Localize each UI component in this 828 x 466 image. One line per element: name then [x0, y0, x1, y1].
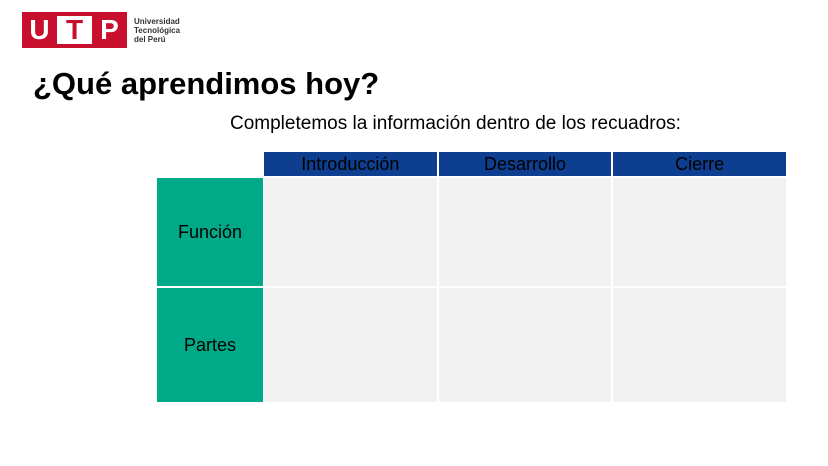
logo-letter-t: T: [57, 14, 92, 45]
row-label-partes: Partes: [157, 288, 263, 402]
logo-line-3: del Perú: [134, 34, 166, 44]
table-header-row: Introducción Desarrollo Cierre: [264, 152, 787, 176]
row-label-funcion: Función: [157, 178, 263, 286]
cell-funcion-introduccion[interactable]: [264, 178, 437, 286]
cell-funcion-cierre[interactable]: [613, 178, 787, 286]
logo-line-1: Universidad: [134, 16, 180, 26]
logo-line-2: Tecnológica: [134, 25, 181, 35]
slide-subtitle: Completemos la información dentro de los…: [230, 113, 681, 134]
column-header-introduccion: Introducción: [264, 152, 439, 176]
cell-partes-introduccion[interactable]: [264, 288, 437, 402]
column-header-desarrollo: Desarrollo: [438, 152, 614, 176]
logo-letter-p: P: [100, 14, 119, 45]
logo-text: Universidad Tecnológica del Perú: [134, 17, 180, 44]
logo-mark: U T P: [22, 12, 127, 48]
utp-logo: U T P Universidad Tecnológica del Perú: [22, 12, 180, 48]
logo-letter-u: U: [29, 14, 50, 45]
slide-title: ¿Qué aprendimos hoy?: [33, 66, 380, 101]
table-row-partes: Partes: [157, 288, 787, 402]
cell-partes-desarrollo[interactable]: [438, 288, 612, 402]
table-row-funcion: Función: [157, 178, 787, 286]
cell-partes-cierre[interactable]: [613, 288, 787, 402]
column-header-cierre: Cierre: [613, 152, 787, 176]
cell-funcion-desarrollo[interactable]: [438, 178, 612, 286]
